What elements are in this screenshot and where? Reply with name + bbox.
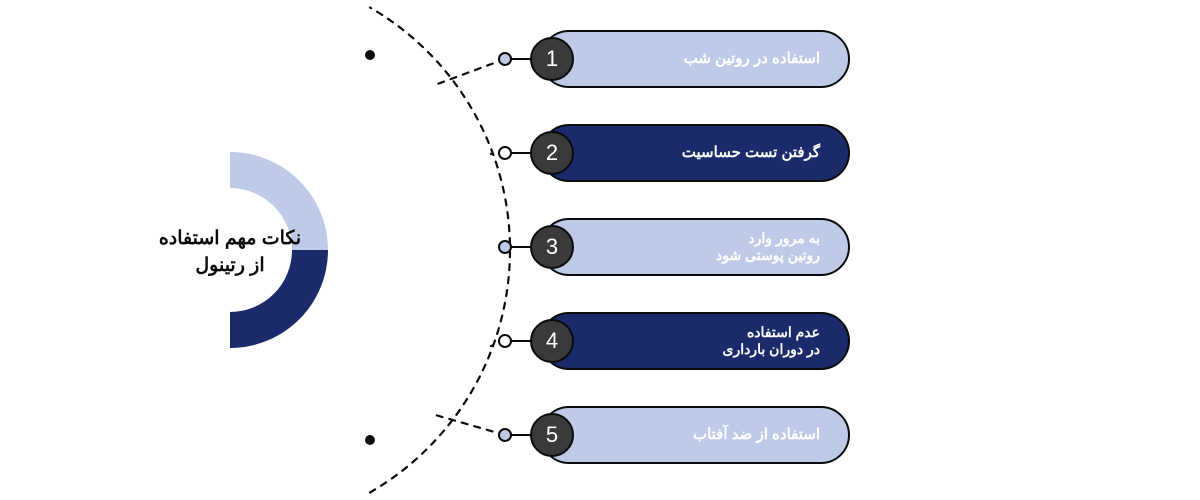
connector-node-2 xyxy=(498,146,512,160)
center-title: نکات مهم استفاده از رتینول xyxy=(130,226,330,279)
connector-node-5 xyxy=(498,428,512,442)
tip-number-badge-5: 5 xyxy=(530,413,574,457)
connector-node-1 xyxy=(498,52,512,66)
tip-pill-1: استفاده در روتین شب xyxy=(540,30,850,88)
tip-number-badge-3: 3 xyxy=(530,225,574,269)
tip-number-2: 2 xyxy=(546,140,558,166)
tip-pill-4: عدم استفادهدر دوران بارداری xyxy=(540,312,850,370)
arc-end-dot-2 xyxy=(365,435,375,445)
center-title-line1: نکات مهم استفاده xyxy=(159,228,301,249)
tip-pill-5: استفاده از ضد آفتاب xyxy=(540,406,850,464)
tip-number-4: 4 xyxy=(546,328,558,354)
tip-label-2: گرفتن تست حساسیت xyxy=(682,144,820,163)
tip-pill-2: گرفتن تست حساسیت xyxy=(540,124,850,182)
tip-number-badge-4: 4 xyxy=(530,319,574,363)
tip-number-badge-2: 2 xyxy=(530,131,574,175)
infographic-stage: نکات مهم استفاده از رتینول استفاده در رو… xyxy=(0,0,1200,500)
tip-label-5: استفاده از ضد آفتاب xyxy=(693,426,820,445)
tip-number-badge-1: 1 xyxy=(530,37,574,81)
tip-number-1: 1 xyxy=(546,46,558,72)
tip-pill-3: به مرور واردروتین پوستی شود xyxy=(540,218,850,276)
tip-label-4: عدم استفادهدر دوران بارداری xyxy=(723,324,820,359)
center-title-line2: از رتینول xyxy=(195,255,264,276)
tip-number-5: 5 xyxy=(546,422,558,448)
connector-node-3 xyxy=(498,240,512,254)
tip-label-3: به مرور واردروتین پوستی شود xyxy=(716,230,820,265)
dashed-arc xyxy=(370,8,510,493)
connector-line-1 xyxy=(432,59,505,86)
tip-number-3: 3 xyxy=(546,234,558,260)
arc-end-dot-1 xyxy=(365,50,375,60)
tip-label-1: استفاده در روتین شب xyxy=(684,50,820,69)
connector-node-4 xyxy=(498,334,512,348)
